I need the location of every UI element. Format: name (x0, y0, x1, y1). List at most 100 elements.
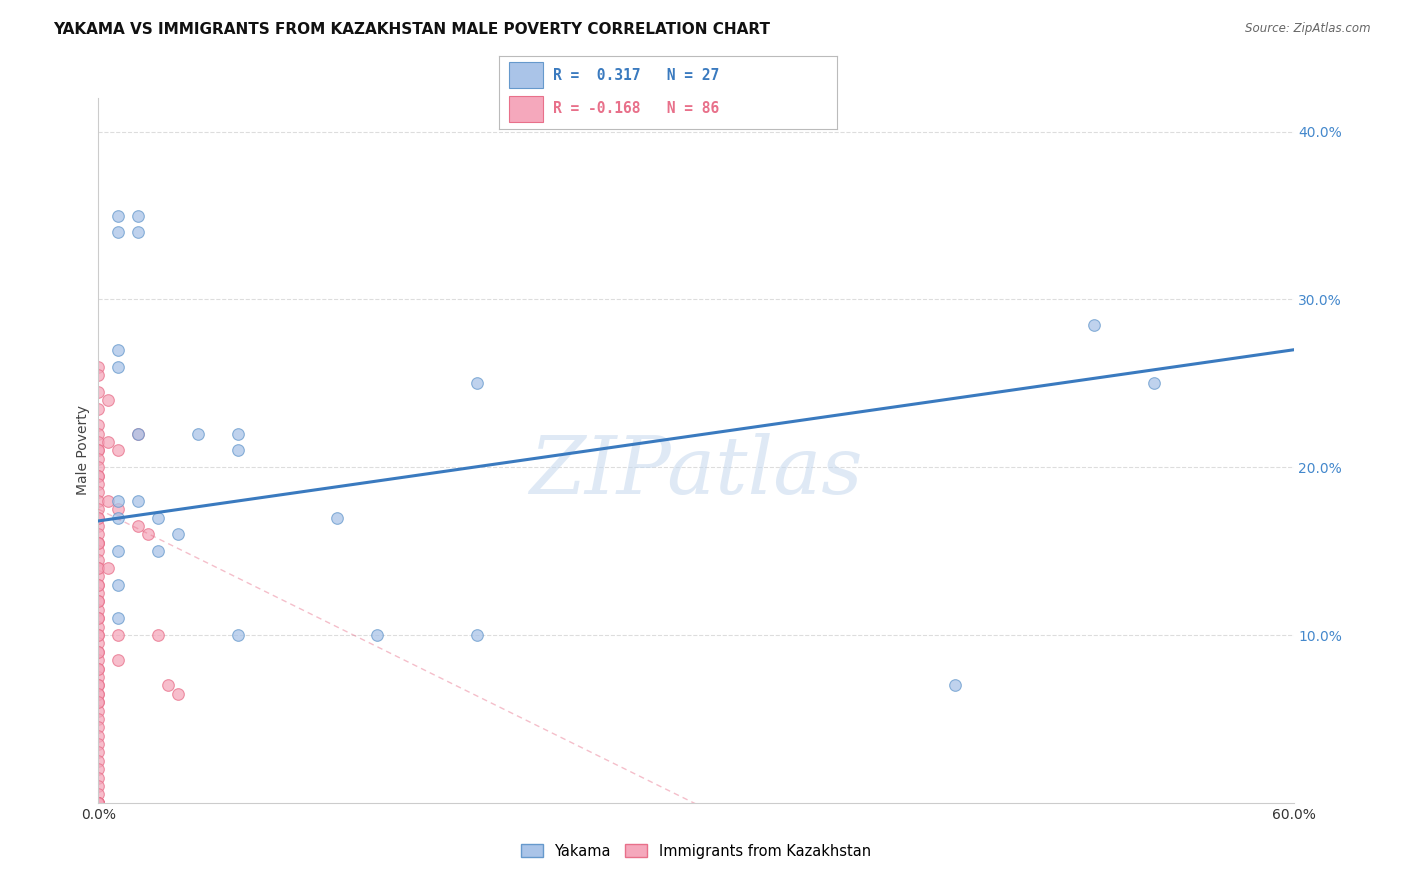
Point (87, 687, 110, 701)
Point (87, 645, 110, 659)
Point (87, 510, 110, 524)
Legend: Yakama, Immigrants from Kazakhstan: Yakama, Immigrants from Kazakhstan (513, 837, 879, 866)
Point (107, 577, 129, 591)
Point (148, 628, 170, 642)
Point (97, 393, 120, 408)
Point (107, 611, 129, 625)
Point (87, 460, 110, 475)
Point (127, 225, 149, 239)
Point (87, 561, 110, 575)
Point (167, 687, 190, 701)
Point (87, 603, 110, 617)
Point (187, 426, 209, 441)
Point (107, 343, 129, 357)
Point (87, 746, 110, 760)
Point (87, 426, 110, 441)
Text: Source: ZipAtlas.com: Source: ZipAtlas.com (1246, 22, 1371, 36)
Point (87, 368, 110, 382)
Point (87, 796, 110, 810)
Point (87, 720, 110, 734)
Point (87, 477, 110, 491)
Point (87, 695, 110, 709)
Point (107, 225, 129, 239)
Point (87, 443, 110, 458)
Point (127, 209, 149, 223)
Point (87, 535, 110, 549)
Point (87, 704, 110, 718)
Point (87, 628, 110, 642)
Point (87, 493, 110, 508)
Point (87, 519, 110, 533)
Text: ZIPatlas: ZIPatlas (529, 433, 863, 510)
Point (87, 611, 110, 625)
Point (87, 468, 110, 483)
Point (87, 451, 110, 466)
Point (87, 443, 110, 458)
Point (87, 485, 110, 500)
Point (87, 502, 110, 516)
Point (87, 577, 110, 591)
Point (107, 493, 129, 508)
Point (87, 561, 110, 575)
Point (87, 712, 110, 726)
Point (87, 695, 110, 709)
Point (107, 653, 129, 667)
Point (943, 678, 966, 692)
Point (1083, 318, 1105, 332)
Point (465, 628, 488, 642)
Point (148, 510, 170, 524)
Point (167, 527, 190, 541)
Point (226, 443, 249, 458)
Point (136, 527, 159, 541)
Point (87, 577, 110, 591)
Point (87, 762, 110, 776)
Point (97, 493, 120, 508)
Point (87, 535, 110, 549)
Text: R =  0.317   N = 27: R = 0.317 N = 27 (553, 68, 720, 83)
Point (87, 788, 110, 802)
Point (157, 678, 180, 692)
Point (87, 468, 110, 483)
Point (87, 620, 110, 634)
Point (1143, 376, 1166, 391)
Point (366, 628, 388, 642)
Point (107, 359, 129, 374)
FancyBboxPatch shape (509, 95, 543, 122)
Point (87, 611, 110, 625)
Point (87, 771, 110, 785)
Point (87, 729, 110, 743)
Point (97, 435, 120, 450)
Point (87, 670, 110, 684)
Point (87, 552, 110, 566)
Point (87, 359, 110, 374)
Point (87, 401, 110, 416)
Point (226, 426, 249, 441)
Point (87, 737, 110, 751)
Point (148, 544, 170, 558)
Point (87, 435, 110, 450)
Point (107, 628, 129, 642)
Point (87, 754, 110, 768)
Text: R = -0.168   N = 86: R = -0.168 N = 86 (553, 102, 720, 116)
Point (87, 796, 110, 810)
Point (87, 662, 110, 676)
Point (107, 544, 129, 558)
Point (127, 493, 149, 508)
Point (107, 443, 129, 458)
Point (87, 678, 110, 692)
Point (87, 796, 110, 810)
Point (97, 561, 120, 575)
Point (107, 209, 129, 223)
Point (87, 687, 110, 701)
Point (226, 628, 249, 642)
Point (127, 426, 149, 441)
Point (87, 418, 110, 433)
Point (87, 586, 110, 600)
Point (87, 796, 110, 810)
Point (87, 544, 110, 558)
Point (87, 384, 110, 399)
Point (87, 779, 110, 793)
Point (87, 510, 110, 524)
Point (87, 678, 110, 692)
Point (87, 645, 110, 659)
